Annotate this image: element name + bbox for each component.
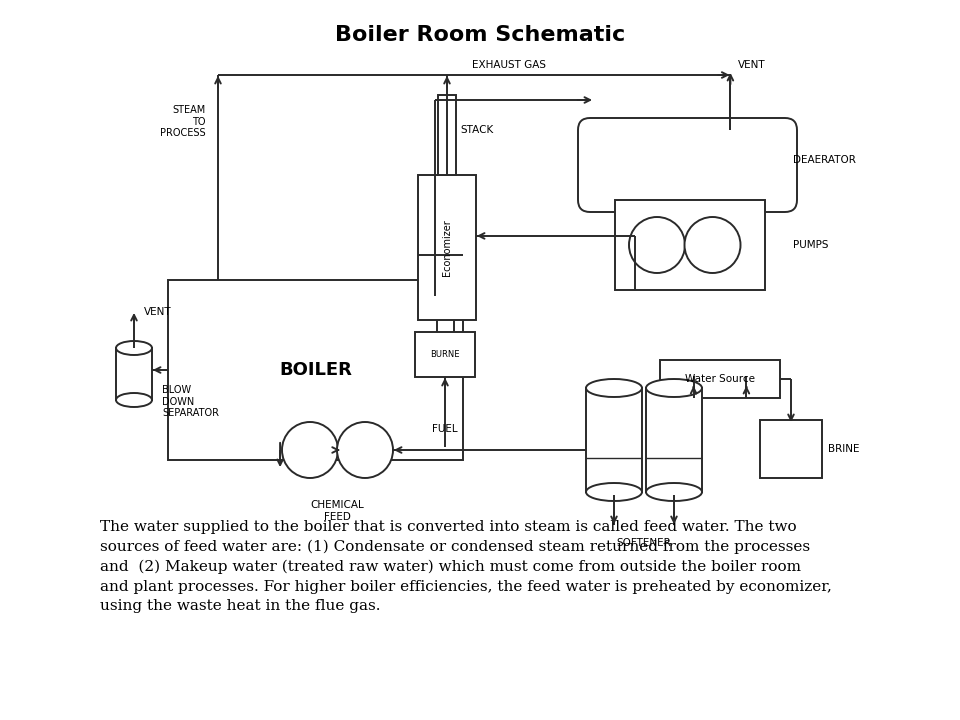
Text: Economizer: Economizer bbox=[442, 219, 452, 276]
Circle shape bbox=[282, 422, 338, 478]
Text: FUEL: FUEL bbox=[432, 424, 458, 434]
Circle shape bbox=[337, 422, 393, 478]
Bar bbox=[760, 420, 822, 478]
Ellipse shape bbox=[116, 341, 152, 355]
Ellipse shape bbox=[586, 483, 642, 501]
Text: Boiler Room Schematic: Boiler Room Schematic bbox=[335, 25, 625, 45]
Bar bbox=[168, 280, 463, 460]
Bar bbox=[646, 388, 702, 492]
Text: VENT: VENT bbox=[738, 60, 766, 70]
FancyBboxPatch shape bbox=[578, 118, 797, 212]
Text: STEAM
TO
PROCESS: STEAM TO PROCESS bbox=[160, 105, 206, 138]
Text: EXHAUST GAS: EXHAUST GAS bbox=[472, 60, 546, 70]
Text: BURNE: BURNE bbox=[430, 350, 460, 359]
Bar bbox=[615, 200, 765, 290]
Text: Water Source: Water Source bbox=[685, 374, 755, 384]
Bar bbox=[438, 95, 456, 175]
Circle shape bbox=[629, 217, 685, 273]
Bar bbox=[418, 175, 476, 320]
Text: The water supplied to the boiler that is converted into steam is called feed wat: The water supplied to the boiler that is… bbox=[100, 520, 832, 613]
Text: VENT: VENT bbox=[144, 307, 172, 317]
Bar bbox=[660, 360, 780, 398]
Ellipse shape bbox=[116, 393, 152, 407]
Ellipse shape bbox=[646, 379, 702, 397]
Text: CHEMICAL
FEED: CHEMICAL FEED bbox=[311, 500, 365, 521]
Ellipse shape bbox=[586, 379, 642, 397]
Text: BOILER: BOILER bbox=[279, 361, 352, 379]
Text: PUMPS: PUMPS bbox=[793, 240, 828, 250]
Ellipse shape bbox=[646, 483, 702, 501]
Bar bbox=[415, 332, 475, 377]
Circle shape bbox=[684, 217, 740, 273]
Text: BLOW
DOWN
SEPARATOR: BLOW DOWN SEPARATOR bbox=[162, 385, 219, 418]
Text: DEAERATOR: DEAERATOR bbox=[793, 155, 856, 165]
Text: SOFTENER: SOFTENER bbox=[616, 538, 671, 548]
Text: BRINE: BRINE bbox=[828, 444, 859, 454]
Text: STACK: STACK bbox=[460, 125, 493, 135]
Bar bbox=[116, 348, 152, 400]
Bar bbox=[586, 388, 642, 492]
